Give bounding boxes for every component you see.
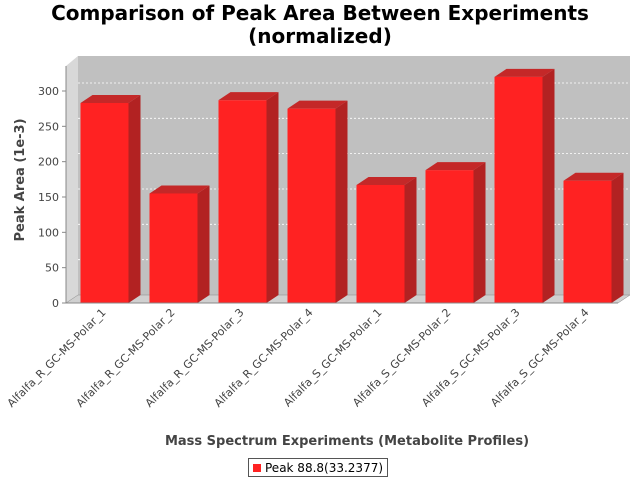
bar-top [494,68,555,77]
bar-top [149,185,210,194]
chart-title-line-2: (normalized) [248,24,392,48]
legend: Peak 88.8(33.2377) [248,458,389,477]
y-tick-label: 100 [38,226,59,239]
bar-front [494,76,543,303]
bar-side [266,92,279,304]
bar-side [473,162,486,303]
bar-side [197,185,210,303]
bar-side [335,100,348,303]
bar-front [356,184,405,303]
bar-side [128,95,141,303]
bar-front [80,103,129,303]
legend-label: Peak 88.8(33.2377) [265,460,384,475]
bar [425,162,486,303]
bar-side [542,68,555,303]
bar-front [287,108,336,303]
bar-side [611,172,624,303]
y-tick-label: 200 [38,156,59,169]
y-tick-label: 0 [52,297,59,310]
y-tick-label: 50 [45,262,59,275]
y-tick-label: 150 [38,191,59,204]
bar [149,185,210,303]
bar-top [563,172,624,181]
y-tick-label: 250 [38,120,59,133]
bar-front [425,170,474,303]
chart-title-line-1: Comparison of Peak Area Between Experime… [51,1,589,25]
bar-front [149,193,198,303]
bar-top [287,100,348,109]
bar [494,68,555,303]
bar [563,172,624,303]
bar-top [218,92,279,101]
bar-top [425,162,486,171]
plot-left-wall [66,56,78,303]
bar-side [404,176,417,303]
bar [287,100,348,303]
bar-top [356,176,417,185]
chart-title: Comparison of Peak Area Between Experime… [0,2,640,48]
y-axis-title: Peak Area (1e-3) [13,118,28,241]
bar-front [563,180,612,303]
bar [80,95,141,303]
bar-front [218,100,267,304]
bar [218,92,279,304]
y-tick-label: 300 [38,85,59,98]
bar-top [80,95,141,104]
x-axis-title: Mass Spectrum Experiments (Metabolite Pr… [165,434,529,449]
legend-swatch [253,463,261,472]
bar [356,176,417,303]
